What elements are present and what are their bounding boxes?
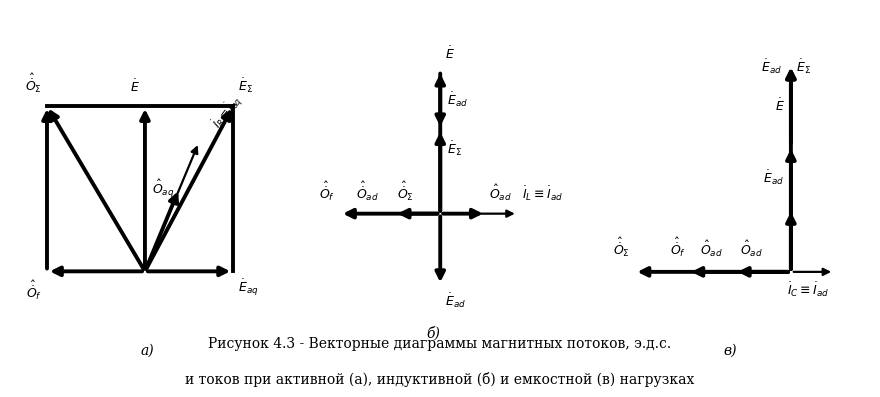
Text: $\dot{E}_{\Sigma}$: $\dot{E}_{\Sigma}$ [796, 58, 811, 76]
Text: $\dot{I}_R \equiv \dot{I}_{aq}$: $\dot{I}_R \equiv \dot{I}_{aq}$ [209, 91, 247, 133]
Text: $\dot{I}_L \equiv \dot{I}_{ad}$: $\dot{I}_L \equiv \dot{I}_{ad}$ [522, 185, 563, 203]
Text: $\hat{\dot{O}}_{ad}$: $\hat{\dot{O}}_{ad}$ [356, 179, 378, 203]
Text: $\hat{\dot{O}}_{\Sigma}$: $\hat{\dot{O}}_{\Sigma}$ [397, 179, 414, 203]
Text: б): б) [427, 326, 440, 341]
Text: $\dot{E}_{\Sigma}$: $\dot{E}_{\Sigma}$ [447, 140, 462, 158]
Text: Рисунок 4.3 - Векторные диаграммы магнитных потоков, э.д.с.: Рисунок 4.3 - Векторные диаграммы магнит… [209, 337, 671, 351]
Text: а): а) [141, 344, 154, 358]
Text: $\dot{E}$: $\dot{E}$ [774, 97, 784, 114]
Text: $\hat{O}_{ad}$: $\hat{O}_{ad}$ [700, 239, 723, 259]
Text: $\dot{E}_{ad}$: $\dot{E}_{ad}$ [761, 58, 782, 76]
Text: $\dot{E}_{ad}$: $\dot{E}_{ad}$ [447, 91, 467, 109]
Text: $\dot{E}_{ad}$: $\dot{E}_{ad}$ [444, 292, 466, 310]
Text: в): в) [723, 344, 737, 358]
Text: $\hat{\dot{O}}_f$: $\hat{\dot{O}}_f$ [26, 278, 42, 302]
Text: $\hat{O}_{ad}$: $\hat{O}_{ad}$ [740, 239, 763, 259]
Text: и токов при активной (а), индуктивной (б) и емкостной (в) нагрузках: и токов при активной (а), индуктивной (б… [186, 372, 694, 387]
Text: $\dot{E}_{aq}$: $\dot{E}_{aq}$ [238, 278, 259, 299]
Text: $\hat{\dot{O}}_f$: $\hat{\dot{O}}_f$ [319, 179, 335, 203]
Text: $\hat{\dot{O}}_{\Sigma}$: $\hat{\dot{O}}_{\Sigma}$ [613, 235, 630, 259]
Text: $\hat{O}_{aq}$: $\hat{O}_{aq}$ [151, 178, 174, 200]
Text: $\hat{O}_{ad}$: $\hat{O}_{ad}$ [488, 183, 511, 203]
Text: $\hat{\dot{O}}_{\Sigma}$: $\hat{\dot{O}}_{\Sigma}$ [26, 71, 42, 94]
Text: $\dot{E}$: $\dot{E}$ [130, 78, 140, 94]
Text: $\dot{E}$: $\dot{E}$ [444, 45, 455, 62]
Text: $\dot{E}_{\Sigma}$: $\dot{E}_{\Sigma}$ [238, 76, 253, 94]
Text: $\dot{I}_C \equiv \dot{I}_{ad}$: $\dot{I}_C \equiv \dot{I}_{ad}$ [787, 280, 829, 299]
Text: $\dot{E}_{ad}$: $\dot{E}_{ad}$ [764, 168, 784, 187]
Text: $\hat{\dot{O}}_f$: $\hat{\dot{O}}_f$ [671, 235, 686, 259]
